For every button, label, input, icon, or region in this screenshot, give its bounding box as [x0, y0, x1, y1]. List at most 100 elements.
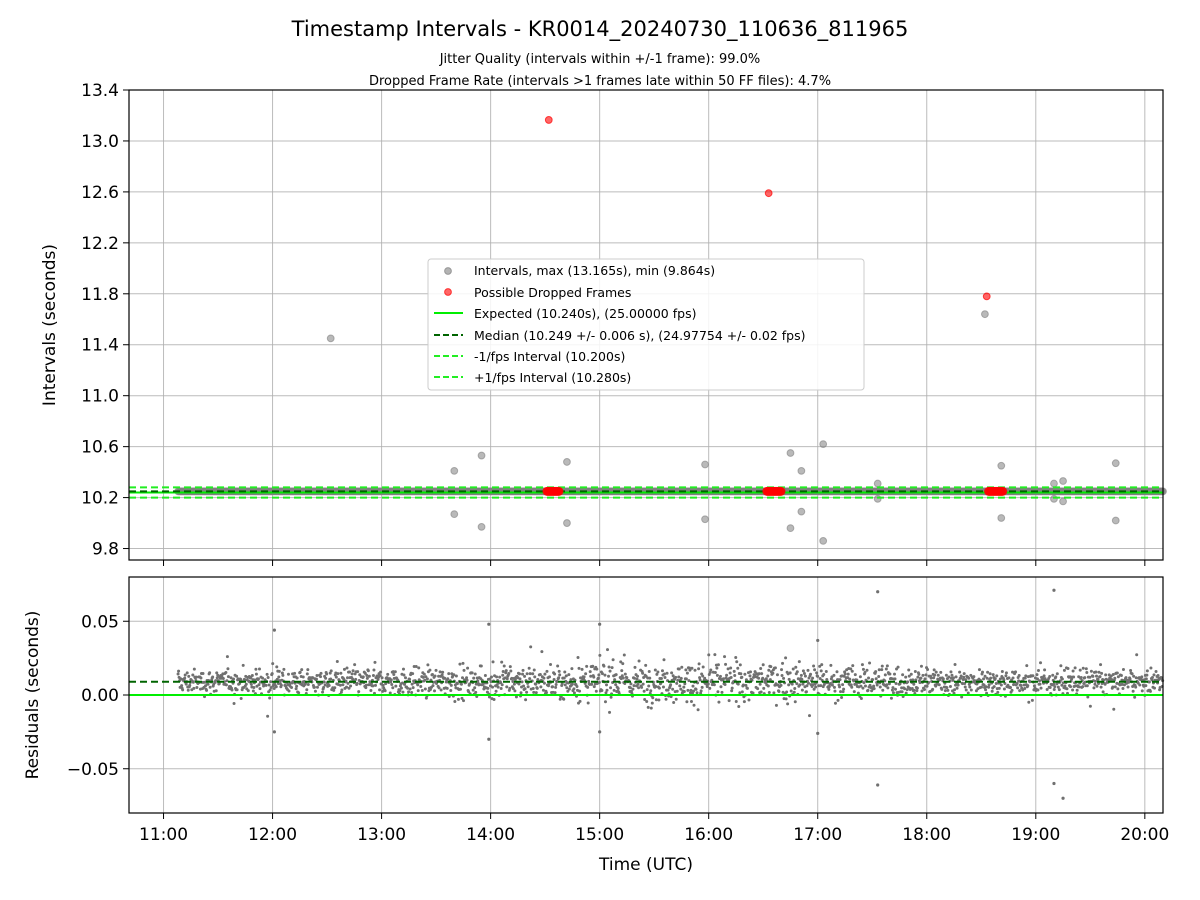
residual-point	[842, 687, 846, 691]
residual-point	[1101, 690, 1105, 694]
residual-point	[1098, 675, 1102, 679]
residual-point	[187, 674, 191, 678]
residual-point	[232, 701, 236, 705]
residual-point	[455, 682, 459, 686]
residual-point	[868, 661, 872, 665]
residual-point	[511, 680, 515, 684]
residual-point	[491, 685, 495, 689]
residual-point	[1004, 674, 1008, 678]
intervals-ytick-label: 12.6	[81, 183, 119, 203]
residual-point	[798, 683, 802, 687]
residual-point	[1051, 673, 1055, 677]
residual-point	[554, 685, 558, 689]
residual-point	[861, 686, 865, 690]
residual-point	[677, 667, 681, 671]
residual-point	[806, 681, 810, 685]
residual-point	[785, 690, 789, 694]
residual-point	[529, 645, 533, 649]
residual-point	[805, 684, 809, 688]
residual-point	[591, 664, 595, 668]
residual-point	[981, 670, 985, 674]
residual-point	[859, 684, 863, 688]
residual-point	[705, 685, 709, 689]
residual-point	[724, 662, 728, 666]
residual-point	[990, 689, 994, 693]
residual-point	[848, 677, 852, 681]
residual-point	[338, 683, 342, 687]
residual-point	[549, 662, 553, 666]
residual-point	[347, 686, 351, 690]
residual-point	[944, 673, 948, 677]
residual-point	[816, 731, 820, 735]
residual-point	[1132, 674, 1136, 678]
residual-point	[1088, 675, 1092, 679]
residual-point	[1043, 668, 1047, 672]
residual-point	[914, 678, 918, 682]
residual-point	[272, 730, 276, 734]
residual-point	[315, 685, 319, 689]
residual-point	[1091, 674, 1095, 678]
residual-point	[841, 683, 845, 687]
residual-point	[350, 672, 354, 676]
residual-point	[431, 684, 435, 688]
residual-point	[954, 675, 958, 679]
residual-point	[1012, 683, 1016, 687]
residual-point	[606, 648, 610, 652]
residual-point	[1060, 683, 1064, 687]
residual-point	[890, 688, 894, 692]
residual-point	[872, 684, 876, 688]
residual-point	[357, 690, 361, 694]
interval-point	[873, 479, 882, 488]
residual-point	[800, 688, 804, 692]
residual-point	[602, 664, 606, 668]
residual-point	[946, 688, 950, 692]
residual-point	[381, 683, 385, 687]
residual-point	[694, 687, 698, 691]
residual-point	[1116, 687, 1120, 691]
residual-point	[767, 691, 771, 695]
residual-point	[314, 677, 318, 681]
residual-point	[933, 673, 937, 677]
residual-point	[1084, 667, 1088, 671]
residual-point	[1104, 673, 1108, 677]
residual-point	[334, 675, 338, 679]
residual-point	[541, 688, 545, 692]
residual-point	[1052, 687, 1056, 691]
residual-point	[487, 737, 491, 741]
residual-point	[373, 683, 377, 687]
residual-point	[459, 682, 463, 686]
residual-point	[734, 656, 738, 660]
residual-point	[1056, 685, 1060, 689]
residual-point	[422, 672, 426, 676]
residuals-x-ticks: 11:00 12:00 13:00 14:00 15:00 16:00 17:00 18:00…	[139, 813, 1169, 845]
residual-point	[917, 672, 921, 676]
residuals-xtick-label: 16:00	[684, 825, 733, 845]
residual-point	[439, 688, 443, 692]
residual-point	[346, 681, 350, 685]
residual-point	[393, 670, 397, 674]
residual-point	[1088, 704, 1092, 708]
residual-point	[824, 670, 828, 674]
residual-point	[1027, 700, 1031, 704]
residual-point	[521, 668, 525, 672]
residual-point	[620, 669, 624, 673]
residuals-xtick-label: 14:00	[466, 825, 515, 845]
residual-point	[243, 678, 247, 682]
residual-point	[572, 691, 576, 695]
residual-point	[531, 672, 535, 676]
residual-point	[1035, 677, 1039, 681]
residual-point	[203, 680, 207, 684]
residual-point	[911, 678, 915, 682]
residual-point	[449, 688, 453, 692]
residual-point	[582, 675, 586, 679]
residual-point	[1079, 675, 1083, 679]
residual-point	[759, 667, 763, 671]
residual-point	[277, 669, 281, 673]
residual-point	[912, 688, 916, 692]
residual-point	[816, 638, 820, 643]
residual-point	[386, 672, 390, 676]
residual-point	[192, 686, 196, 690]
residual-point	[894, 687, 898, 691]
residuals-xtick-label: 15:00	[575, 825, 624, 845]
residual-point	[522, 684, 526, 688]
